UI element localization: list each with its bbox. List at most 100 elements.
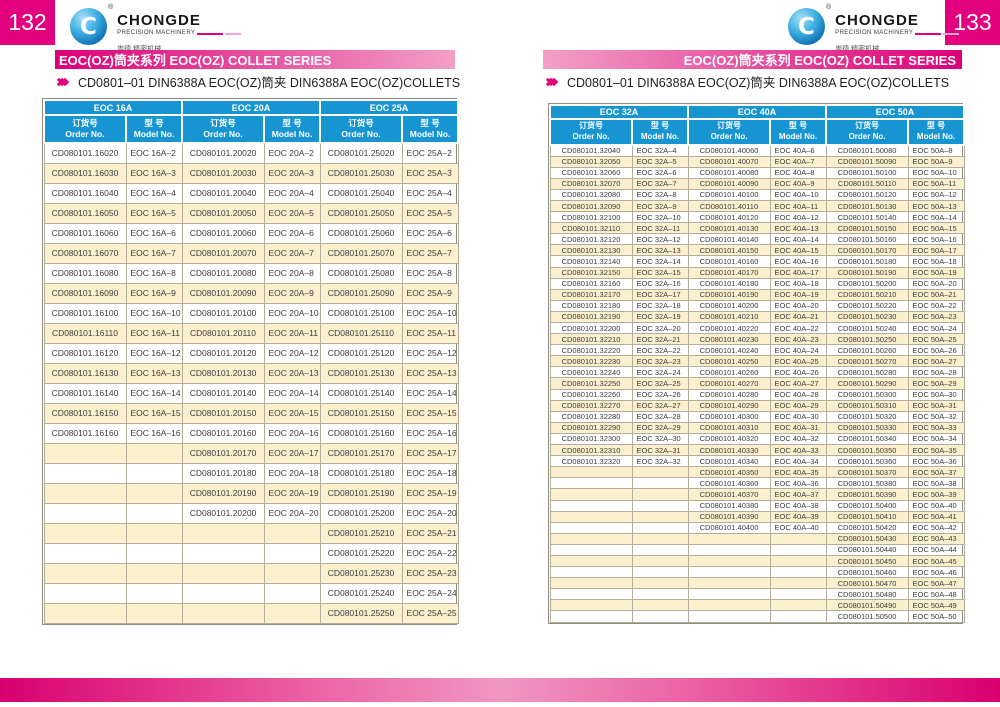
model-cell: EOC 32A–9	[631, 199, 689, 213]
table-row: CD080101.20170 EOC 20A–17 CD080101.25170 EO…	[43, 442, 459, 464]
collet-table-left: EOC 16A EOC 20A EOC 25A 订货号 Order No. 型 号 Mode…	[42, 98, 460, 625]
order-cell: CD080101.16130	[43, 362, 127, 384]
registered-mark: ®	[108, 4, 114, 11]
model-cell: EOC 50A–21	[907, 288, 965, 301]
model-cell: EOC 40A–6	[769, 144, 827, 157]
order-cell: CD080101.20030	[181, 162, 265, 184]
collet-table-16a-20a-25a: EOC 16A EOC 20A EOC 25A 订货号 Order No. 型 号 Mode…	[42, 99, 460, 624]
order-cell: CD080101.32300	[549, 432, 633, 446]
order-cell: CD080101.25250	[319, 602, 403, 624]
model-cell: EOC 50A–48	[907, 588, 965, 601]
model-col-header: 型 号 Model No.	[907, 118, 966, 146]
order-cell	[687, 554, 771, 568]
order-col-header: 订货号 Order No.	[43, 114, 127, 144]
order-cell: CD080101.50170	[825, 244, 909, 257]
table-row: CD080101.32290 EOC 32A–29 CD080101.40310 EO…	[549, 421, 965, 434]
order-cell: CD080101.32130	[549, 244, 633, 257]
order-cell: CD080101.16040	[43, 182, 127, 204]
model-cell: EOC 25A–19	[401, 482, 459, 504]
order-cell: CD080101.40330	[687, 444, 771, 457]
order-col-header: 订货号 Order No.	[319, 114, 404, 144]
table-row: CD080101.16040 EOC 16A–4 CD080101.20040 EOC…	[43, 182, 459, 204]
model-cell: EOC 40A–17	[769, 266, 827, 279]
model-cell: EOC 32A–24	[631, 366, 689, 379]
model-cell: EOC 16A–11	[125, 322, 183, 344]
model-cell: EOC 32A–28	[631, 410, 689, 423]
model-cell: EOC 16A–10	[125, 302, 183, 324]
model-cell	[631, 521, 689, 534]
model-cell	[125, 582, 183, 604]
order-cell: CD080101.32210	[549, 333, 633, 346]
order-cell: CD080101.50260	[825, 344, 909, 357]
model-cell: EOC 40A–36	[769, 477, 827, 490]
order-cell	[687, 599, 771, 612]
order-cell: CD080101.20060	[181, 222, 265, 244]
order-cell	[549, 510, 633, 523]
table-row: CD080101.32300 EOC 32A–30 CD080101.40320 EO…	[549, 432, 965, 446]
model-cell: EOC 40A–32	[769, 432, 827, 446]
order-cell: CD080101.25150	[319, 402, 403, 424]
table-row: CD080101.16120 EOC 16A–12 CD080101.20120 EO…	[43, 342, 459, 364]
model-cell: EOC 40A–40	[769, 521, 827, 534]
order-cell: CD080101.40280	[687, 388, 771, 401]
order-cell: CD080101.50310	[825, 399, 909, 412]
model-cell: EOC 40A–22	[769, 321, 827, 335]
model-cell: EOC 32A–19	[631, 310, 689, 324]
order-cell: CD080101.16080	[43, 262, 127, 284]
order-cell: CD080101.40150	[687, 244, 771, 257]
table-row: CD080101.25210 EOC 25A–21	[43, 522, 459, 544]
model-cell: EOC 32A–15	[631, 266, 689, 279]
order-cell: CD080101.50350	[825, 444, 909, 457]
model-cell: EOC 16A–12	[125, 342, 183, 364]
model-cell: EOC 50A–23	[907, 310, 965, 324]
collet-table-right: EOC 32A EOC 40A EOC 50A 订货号 Order No. 型 号 Mode…	[548, 103, 966, 624]
globe-icon	[70, 8, 107, 45]
order-cell: CD080101.20110	[181, 322, 265, 344]
model-cell	[125, 522, 183, 544]
model-cell	[631, 466, 689, 479]
table-group-header: EOC 50A	[825, 104, 966, 120]
model-cell	[125, 442, 183, 464]
model-cell: EOC 32A–25	[631, 377, 689, 390]
model-cell	[631, 566, 689, 579]
table-row: CD080101.32170 EOC 32A–17 CD080101.40190 EO…	[549, 288, 965, 301]
table-row: CD080101.32160 EOC 32A–16 CD080101.40180 EO…	[549, 277, 965, 290]
model-cell: EOC 40A–39	[769, 510, 827, 523]
model-cell: EOC 32A–4	[631, 144, 689, 157]
model-cell: EOC 50A–12	[907, 188, 965, 201]
order-cell	[181, 562, 265, 584]
model-cell: EOC 32A–30	[631, 432, 689, 446]
model-cell: EOC 32A–10	[631, 211, 689, 224]
globe-icon	[788, 8, 825, 45]
model-cell: EOC 20A–10	[263, 302, 321, 324]
model-cell: EOC 50A–13	[907, 199, 965, 213]
model-cell: EOC 20A–20	[263, 502, 321, 524]
model-cell: EOC 25A–3	[401, 162, 459, 184]
order-cell: CD080101.50410	[825, 510, 909, 523]
model-cell: EOC 40A–9	[769, 177, 827, 190]
model-cell: EOC 40A–24	[769, 344, 827, 357]
page-number-left: 132	[0, 0, 55, 45]
order-cell: CD080101.25080	[319, 262, 403, 284]
table-row: CD080101.32310 EOC 32A–31 CD080101.40330 EO…	[549, 444, 965, 457]
table-row: CD080101.32040 EOC 32A–4 CD080101.40060 EOC…	[549, 144, 965, 157]
order-cell: CD080101.25200	[319, 502, 403, 524]
order-cell: CD080101.40190	[687, 288, 771, 301]
order-cell: CD080101.32240	[549, 366, 633, 379]
model-cell: EOC 25A–8	[401, 262, 459, 284]
order-cell	[549, 521, 633, 534]
table-row: CD080101.16100 EOC 16A–10 CD080101.20100 EO…	[43, 302, 459, 324]
model-cell: EOC 16A–6	[125, 222, 183, 244]
model-cell	[769, 610, 827, 623]
order-cell: CD080101.50430	[825, 532, 909, 545]
order-cell: CD080101.50090	[825, 155, 909, 168]
order-cell: CD080101.25030	[319, 162, 403, 184]
model-cell: EOC 25A–17	[401, 442, 459, 464]
table-row: CD080101.32200 EOC 32A–20 CD080101.40220 EO…	[549, 321, 965, 335]
table-row: CD080101.32250 EOC 32A–25 CD080101.40270 EO…	[549, 377, 965, 390]
model-cell: EOC 20A–6	[263, 222, 321, 244]
order-cell: CD080101.50290	[825, 377, 909, 390]
order-cell: CD080101.40290	[687, 399, 771, 412]
order-cell: CD080101.16140	[43, 382, 127, 404]
